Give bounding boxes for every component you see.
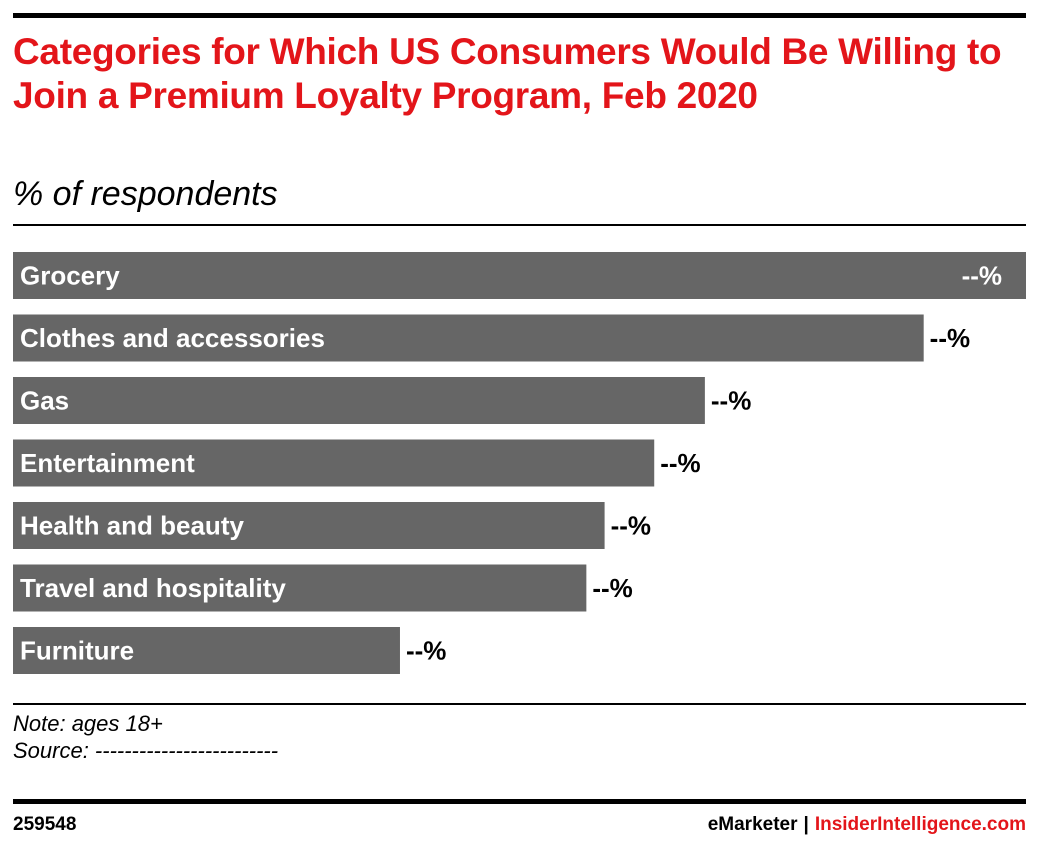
bar-grocery: [13, 252, 1026, 299]
chart-source: Source: -------------------------: [13, 738, 279, 763]
footer-rule: [13, 703, 1026, 705]
category-label: Clothes and accessories: [20, 323, 325, 353]
header-rule: [13, 224, 1026, 226]
category-label: Travel and hospitality: [20, 573, 286, 603]
value-label: --%: [930, 323, 970, 353]
chart-note: Note: ages 18+: [13, 711, 163, 736]
chart-subtitle: % of respondents: [13, 175, 278, 213]
bar-clothes-and-accessories: [13, 314, 924, 362]
bar-health-and-beauty: [13, 502, 605, 549]
category-label: Entertainment: [20, 448, 195, 478]
value-label: --%: [660, 448, 700, 478]
brand-insider-intelligence: InsiderIntelligence.com: [814, 814, 1026, 835]
category-label: Health and beauty: [20, 511, 244, 541]
brand-separator: |: [803, 814, 809, 835]
brand-emarketer: eMarketer: [707, 814, 798, 835]
chart-title: Categories for Which US Consumers Would …: [13, 31, 1002, 116]
bar-entertainment: [13, 439, 655, 487]
category-label: Gas: [20, 386, 69, 416]
bar-chart: Grocery --% Clothes and accessories --% Gas -…: [13, 252, 1026, 674]
brand-credit: eMarketer | InsiderIntelligence.com: [708, 813, 1026, 837]
bar-travel-and-hospitality: [13, 564, 587, 612]
top-rule: [13, 13, 1026, 18]
category-label: Grocery: [20, 261, 120, 291]
bar-furniture: [13, 627, 400, 674]
bottom-rule: [13, 799, 1026, 804]
value-label: --%: [711, 386, 751, 416]
chart-id: 259548: [13, 814, 77, 835]
category-label: Furniture: [20, 636, 134, 666]
value-label: --%: [611, 511, 651, 541]
value-label: --%: [592, 573, 632, 603]
value-label: --%: [962, 261, 1002, 291]
value-label: --%: [406, 636, 446, 666]
bar-gas: [13, 377, 705, 424]
